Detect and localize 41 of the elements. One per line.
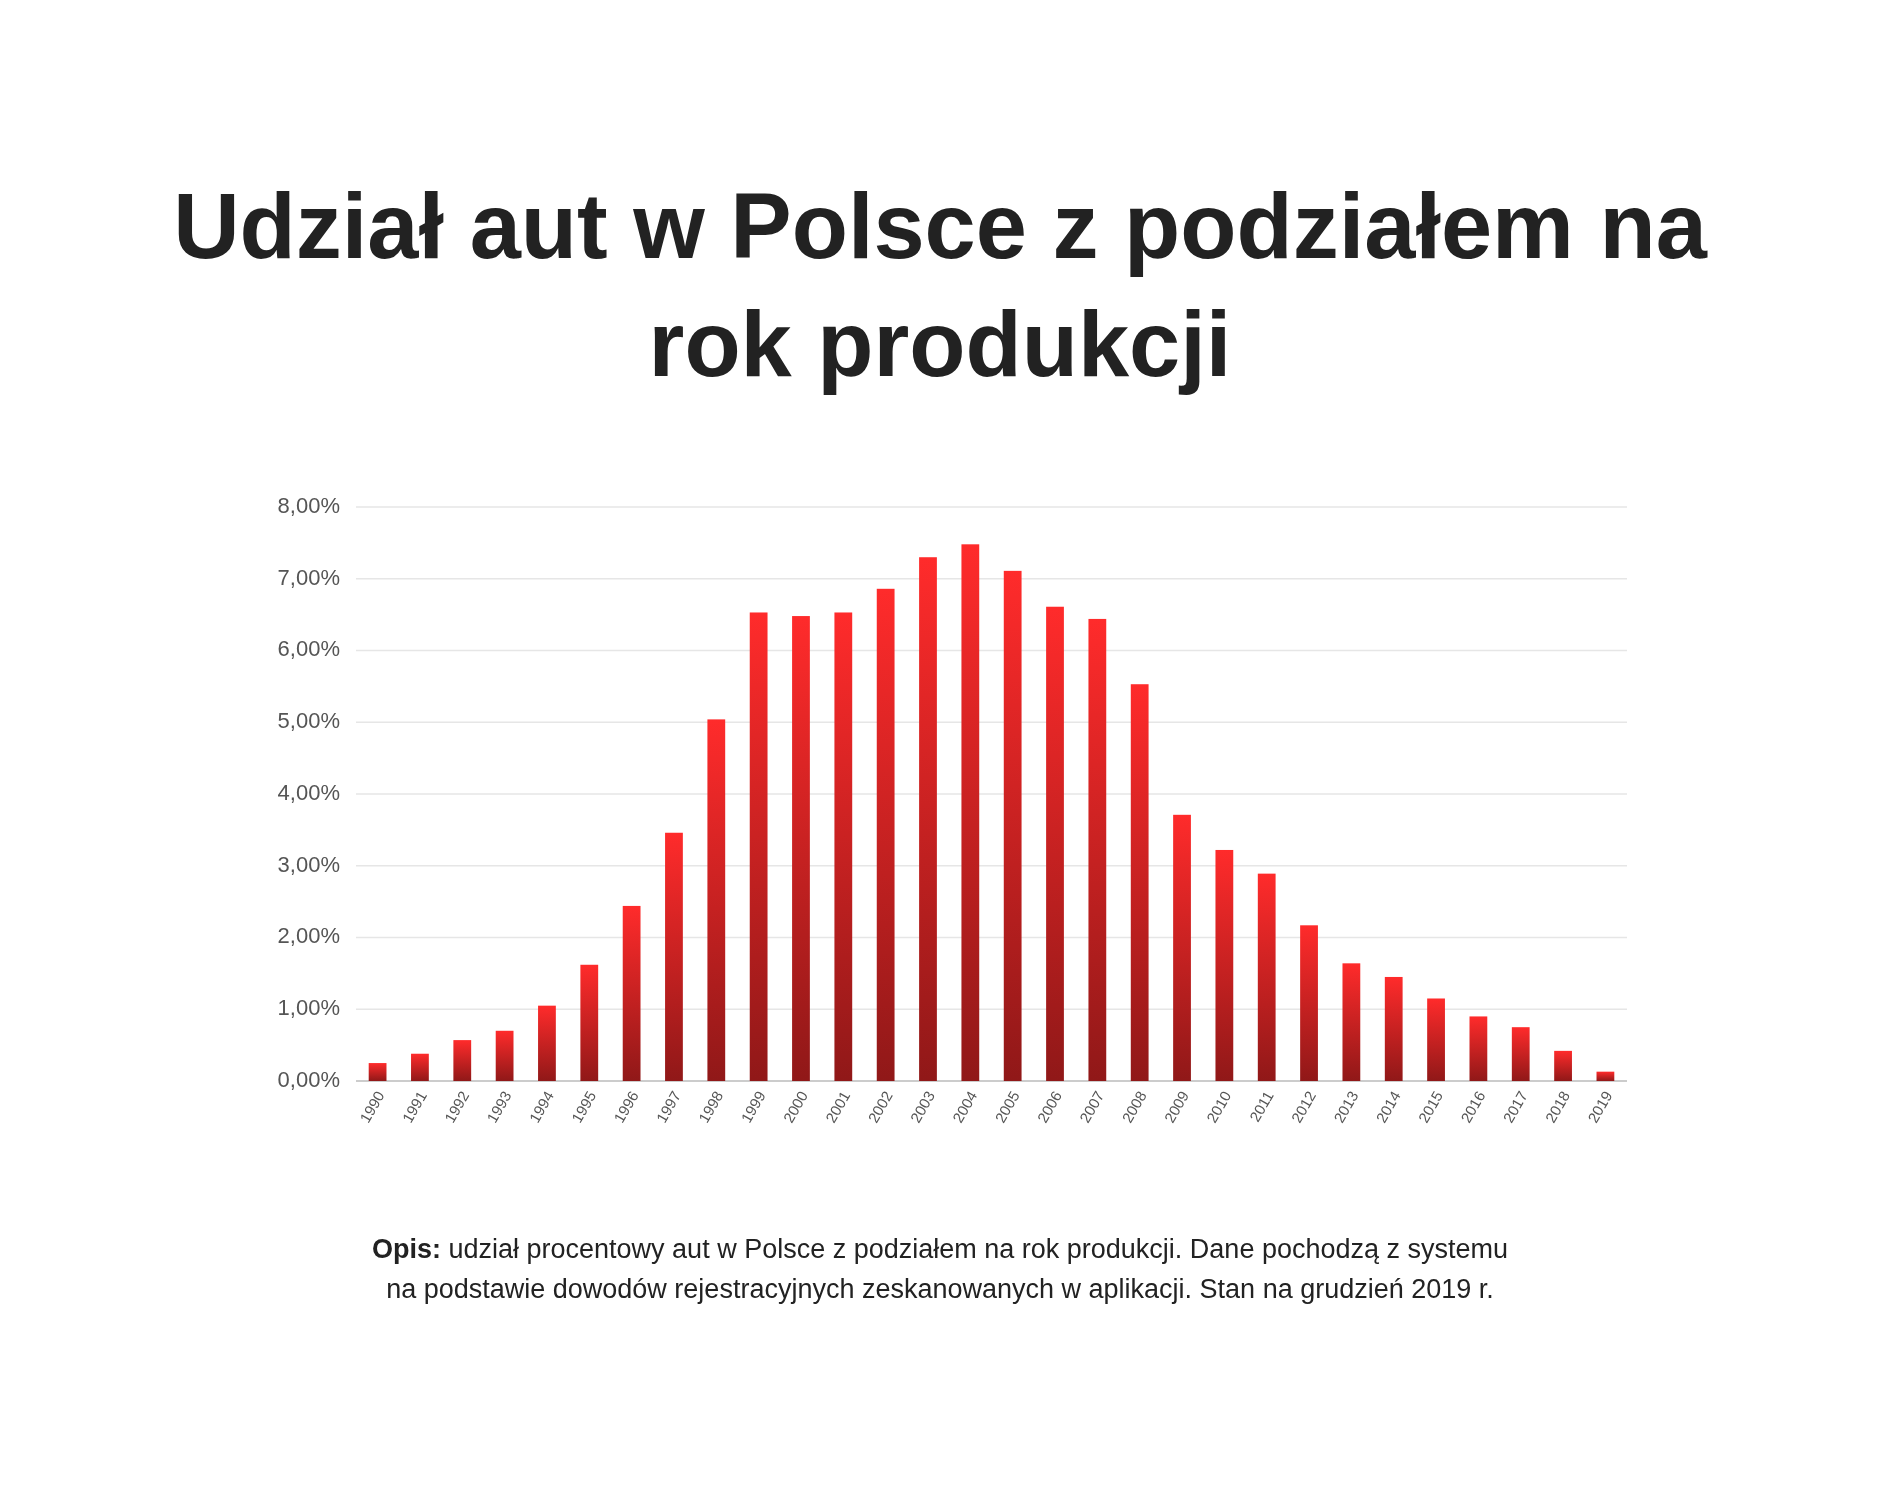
bar [1130,684,1149,1081]
bar [792,616,810,1081]
bar [622,905,641,1081]
bar [876,588,895,1081]
y-tick-label: 1,00% [277,995,340,1021]
bar [1173,814,1191,1081]
bar [495,1030,514,1081]
bar [1427,998,1445,1081]
bar [580,964,599,1081]
bar [749,612,768,1081]
bar [1215,849,1234,1081]
y-tick-label: 0,00% [277,1066,340,1092]
bar [919,557,937,1081]
y-tick-label: 6,00% [277,636,340,662]
y-tick-label: 4,00% [277,779,340,805]
bar [1088,618,1107,1081]
bar [538,1005,556,1081]
bar [665,832,683,1081]
bar [834,612,853,1081]
y-tick-label: 3,00% [277,851,340,877]
bar [1554,1050,1572,1081]
bar [1342,963,1361,1081]
bar [1257,873,1276,1081]
bar [411,1053,429,1081]
y-tick-label: 7,00% [277,564,340,590]
bar [1300,925,1318,1081]
bar [1511,1027,1530,1081]
bar [368,1063,387,1081]
bar [1003,570,1022,1081]
bar [1384,976,1403,1081]
bar [1596,1071,1615,1081]
bar [453,1040,472,1081]
bar [1469,1016,1488,1081]
y-tick-label: 5,00% [277,708,340,734]
bar [961,544,980,1081]
chart-title: Udział aut w Polsce z podziałem na rok produkcji [173,175,1708,395]
bar [707,719,726,1081]
text: Opis: udział procentowy aut w Polsce z podziałem na rok produkcji. Dane pochodzą z systemu na podstawie dowodów rejestracyjnych zeskanowanych w aplikacji. Stan na grudzień 2019 r. [371,1234,1509,1304]
y-tick-label: 8,00% [277,492,340,518]
bar [1046,606,1064,1081]
y-tick-label: 2,00% [277,923,340,949]
